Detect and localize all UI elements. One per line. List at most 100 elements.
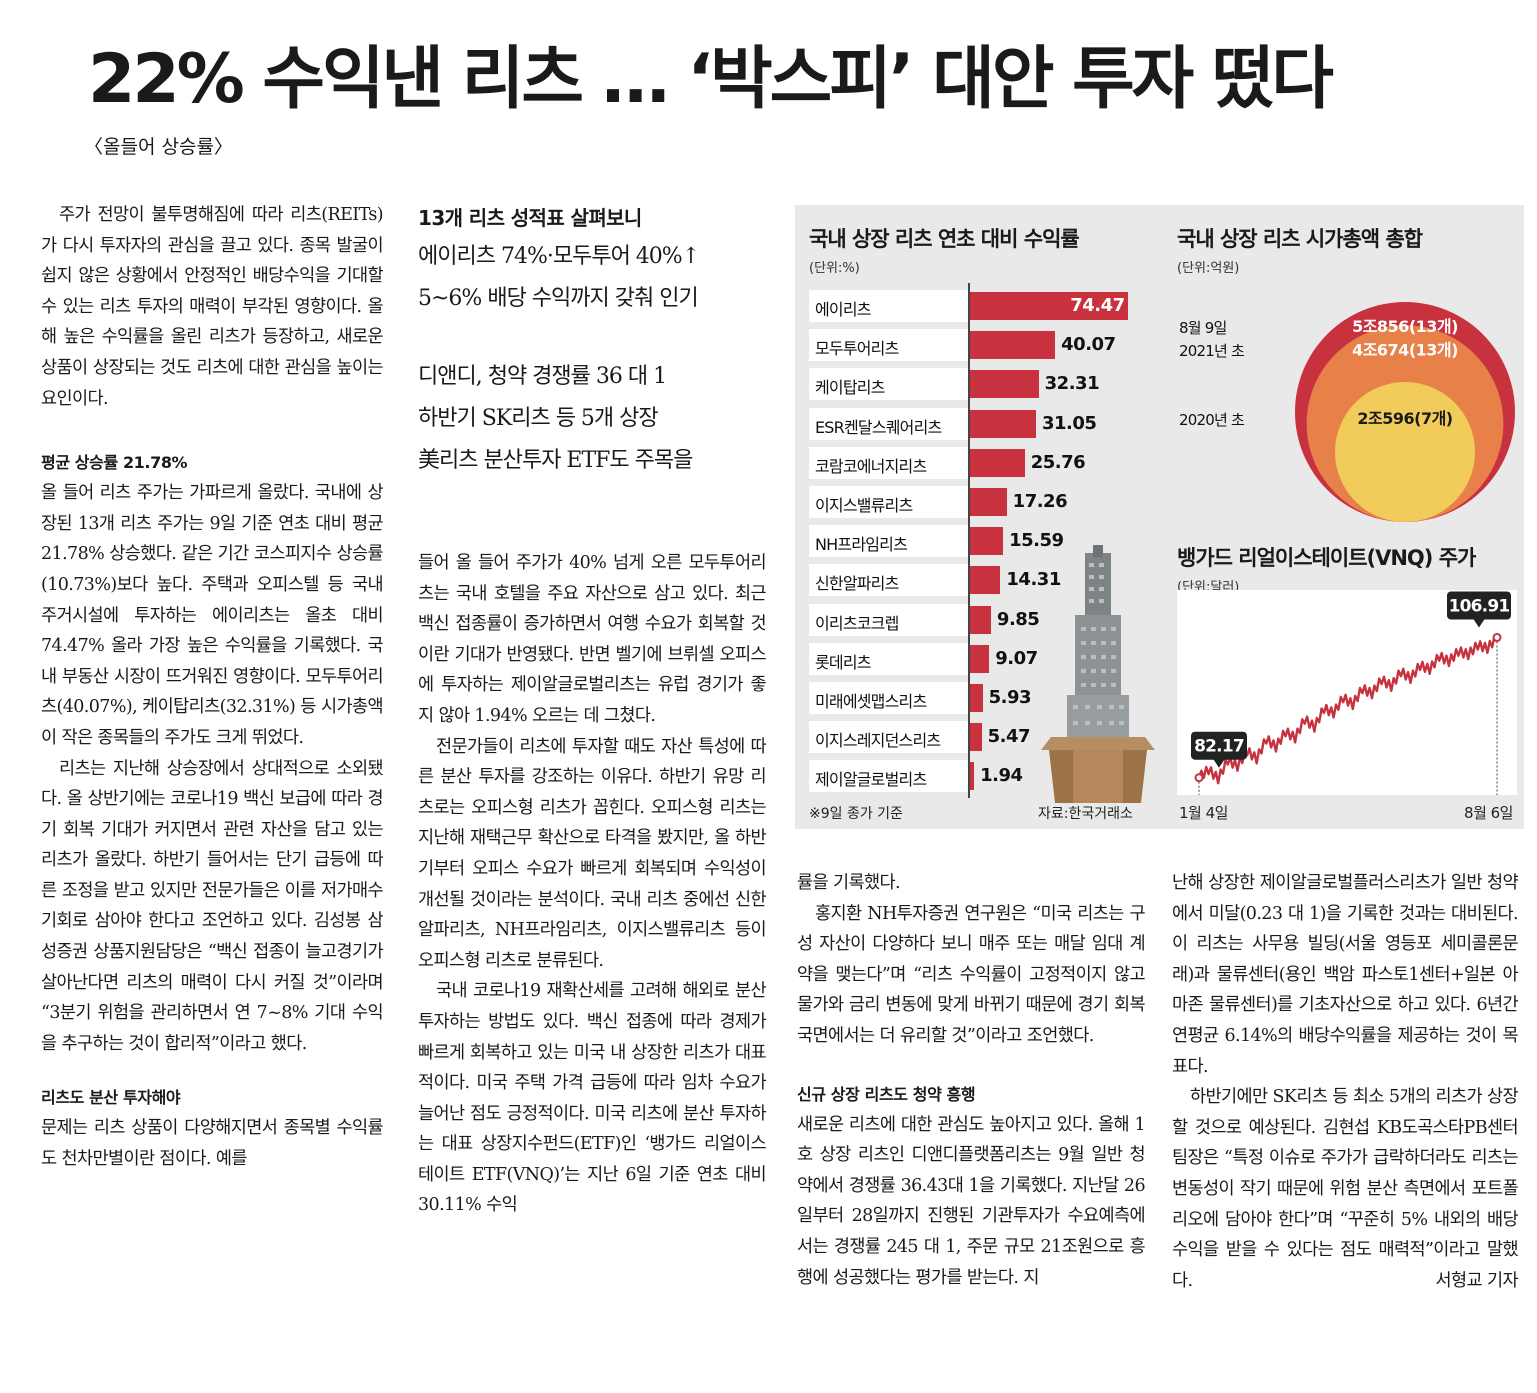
article-column-3: 률을 기록했다. 홍지환 NH투자증권 연구원은 “미국 리츠는 구성 자산이 … bbox=[797, 868, 1146, 1293]
bar-category-label: 롯데리츠 bbox=[815, 652, 871, 672]
bar-row-bg bbox=[809, 642, 970, 675]
deck-line: 디앤디, 청약 경쟁률 36 대 1 bbox=[418, 364, 667, 389]
bar-row-bg bbox=[809, 525, 970, 558]
building-illustration bbox=[1041, 545, 1155, 803]
bar-category-label: 제이알글로벌리츠 bbox=[815, 770, 927, 790]
bar-row-bg bbox=[809, 682, 970, 714]
bar bbox=[970, 527, 1004, 556]
paragraph: 국내 코로나19 재확산세를 고려해 해외로 분산 투자하는 방법도 있다. 백… bbox=[418, 981, 767, 1216]
bar bbox=[970, 331, 1056, 360]
byline: 서형교 기자 bbox=[1435, 1271, 1519, 1292]
bar-category-label: 이리츠코크렙 bbox=[815, 613, 899, 633]
line-endpoint-marker bbox=[1492, 633, 1502, 643]
paragraph: 새로운 리츠에 대한 관심도 높아지고 있다. 올해 1호 상장 리츠인 디앤디… bbox=[797, 1114, 1146, 1288]
market-cap-date-label: 8월 9일 bbox=[1179, 319, 1227, 337]
bar-row-bg bbox=[809, 368, 970, 401]
line-start-callout: 82.17 bbox=[1191, 731, 1247, 768]
paragraph: 난해 상장한 제이알글로벌플러스리츠가 일반 청약에서 미달(0.23 대 1)… bbox=[1172, 873, 1519, 1077]
bar bbox=[970, 605, 991, 634]
bar-row-bg bbox=[809, 446, 970, 479]
bar-row-bg bbox=[809, 329, 970, 362]
circle-chart-title: 국내 상장 리츠 시가총액 총합 bbox=[1177, 227, 1423, 251]
bar-chart-note: ※9일 종가 기준 bbox=[809, 806, 903, 822]
bar-value-label: 5.47 bbox=[987, 726, 1031, 748]
bar bbox=[970, 684, 983, 712]
article-column-1: 주가 전망이 불투명해짐에 따라 리츠(REITs)가 다시 투자자의 관심을 … bbox=[41, 200, 384, 1175]
bar-category-label: 에이리츠 bbox=[815, 300, 871, 319]
svg-text:82.17: 82.17 bbox=[1194, 737, 1244, 757]
bar-row-bg bbox=[809, 486, 970, 518]
bar-value-label: 1.94 bbox=[980, 765, 1023, 787]
section-heading: 평균 상승률 21.78% bbox=[41, 453, 188, 473]
deck: 13개 리츠 성적표 살펴보니 에이리츠 74%·모두투어 40%↑ 5~6% … bbox=[418, 200, 778, 482]
bar bbox=[970, 723, 982, 752]
line-x-label: 8월 6일 bbox=[1464, 804, 1513, 820]
bar-category-label: 신한알파리츠 bbox=[815, 574, 899, 594]
bar-row-bg bbox=[809, 760, 970, 793]
circle-chart-unit: (단위:억원) bbox=[1177, 261, 1240, 276]
paragraph: 하반기에만 SK리츠 등 최소 5개의 리츠가 상장할 것으로 예상된다. 김현… bbox=[1172, 1087, 1519, 1291]
vnq-price-line bbox=[1197, 634, 1498, 785]
vnq-line-chart: 82.17 106.91 1월 4일 8월 6일 bbox=[1177, 590, 1517, 820]
market-cap-value-label: 4조674(13개) bbox=[1352, 340, 1458, 359]
paragraph: 들어 올 들어 주가가 40% 넘게 오른 모두투어리츠는 국내 호텔을 주요 … bbox=[418, 553, 767, 726]
bar bbox=[970, 566, 1001, 595]
bar-category-label: 미래에셋맵스리츠 bbox=[815, 692, 927, 711]
deck-title: 13개 리츠 성적표 살펴보니 bbox=[418, 206, 642, 230]
bar-value-label: 32.31 bbox=[1044, 373, 1100, 395]
bar bbox=[970, 370, 1039, 399]
bar-category-label: NH프라임리츠 bbox=[815, 535, 908, 555]
bar-value-label: 74.47 bbox=[1070, 295, 1125, 316]
market-cap-date-label: 2021년 초 bbox=[1179, 342, 1245, 361]
bar-category-label: 이지스레지던스리츠 bbox=[815, 731, 941, 751]
bar-category-label: 코람코에너지리츠 bbox=[815, 456, 927, 476]
bar-category-label: 모두투어리츠 bbox=[815, 339, 899, 359]
paragraph: 올 들어 리츠 주가는 가파르게 올랐다. 국내에 상장된 13개 리츠 주가는… bbox=[41, 483, 384, 748]
deck-line: 하반기 SK리츠 등 5개 상장 bbox=[418, 406, 659, 431]
bar-row-bg bbox=[809, 407, 970, 440]
headline: 22% 수익낸 리츠 … ‘박스피’ 대안 투자 떴다 bbox=[88, 40, 1334, 119]
bar-row-bg bbox=[809, 721, 970, 754]
bar-value-label: 40.07 bbox=[1061, 334, 1116, 356]
bar-chart-source: 자료:한국거래소 bbox=[1038, 806, 1133, 822]
bar-chart-unit: (단위:%) bbox=[809, 261, 860, 276]
subhead: 〈올들어 상승률〉 bbox=[84, 136, 233, 158]
bar-category-label: 이지스밸류리츠 bbox=[815, 496, 913, 515]
bar-value-label: 9.85 bbox=[996, 608, 1040, 630]
line-x-label: 1월 4일 bbox=[1179, 804, 1228, 820]
deck-line: 美리츠 분산투자 ETF도 주목을 bbox=[418, 448, 693, 473]
market-cap-circle bbox=[1334, 381, 1476, 522]
deck-line: 에이리츠 74%·모두투어 40%↑ bbox=[418, 244, 700, 269]
bar-value-label: 25.76 bbox=[1030, 451, 1086, 473]
bar-row-bg bbox=[809, 290, 970, 322]
paragraph: 리츠는 지난해 상승장에서 상대적으로 소외됐다. 올 상반기에는 코로나19 … bbox=[41, 758, 384, 1054]
bar-axis-line bbox=[968, 283, 970, 798]
deck-line: 5~6% 배당 수익까지 갖춰 인기 bbox=[418, 286, 699, 311]
bar-category-label: ESR켄달스퀘어리츠 bbox=[815, 417, 942, 437]
paragraph: 주가 전망이 불투명해짐에 따라 리츠(REITs)가 다시 투자자의 관심을 … bbox=[41, 205, 384, 409]
bar-value-label: 15.59 bbox=[1009, 530, 1064, 552]
bar bbox=[970, 409, 1036, 438]
line-chart-title: 뱅가드 리얼이스테이트(VNQ) 주가 bbox=[1177, 546, 1476, 570]
market-cap-date-label: 2020년 초 bbox=[1179, 410, 1245, 429]
market-cap-value-label: 2조596(7개) bbox=[1357, 409, 1452, 428]
bar-row-bg bbox=[809, 564, 970, 597]
market-cap-value-label: 5조856(13개) bbox=[1352, 317, 1458, 336]
paragraph: 전문가들이 리츠에 투자할 때도 자산 특성에 따른 분산 투자를 강조하는 이… bbox=[418, 736, 767, 971]
bar-value-label: 9.07 bbox=[995, 647, 1038, 669]
bar bbox=[970, 448, 1025, 477]
section-heading: 리츠도 분산 투자해야 bbox=[41, 1088, 181, 1108]
bar-value-label: 14.31 bbox=[1006, 569, 1061, 591]
section-heading: 신규 상장 리츠도 청약 흥행 bbox=[797, 1084, 976, 1104]
bar-chart-title: 국내 상장 리츠 연초 대비 수익률 bbox=[809, 227, 1080, 251]
paragraph: 률을 기록했다. bbox=[797, 873, 901, 893]
market-cap-circles: 5조856(13개) 4조674(13개) 2조596(7개) bbox=[1295, 302, 1515, 522]
paragraph: 문제는 리츠 상품이 다양해지면서 종목별 수익률도 천차만별이란 점이다. 예… bbox=[41, 1118, 384, 1170]
bar bbox=[970, 762, 975, 791]
line-end-callout: 106.91 bbox=[1447, 591, 1511, 628]
line-endpoint-marker bbox=[1194, 773, 1204, 783]
bar bbox=[970, 488, 1007, 516]
bar-value-label: 5.93 bbox=[988, 687, 1032, 708]
article-column-2: 들어 올 들어 주가가 40% 넘게 오른 모두투어리츠는 국내 호텔을 주요 … bbox=[418, 548, 767, 1221]
svg-text:106.91: 106.91 bbox=[1449, 597, 1510, 617]
